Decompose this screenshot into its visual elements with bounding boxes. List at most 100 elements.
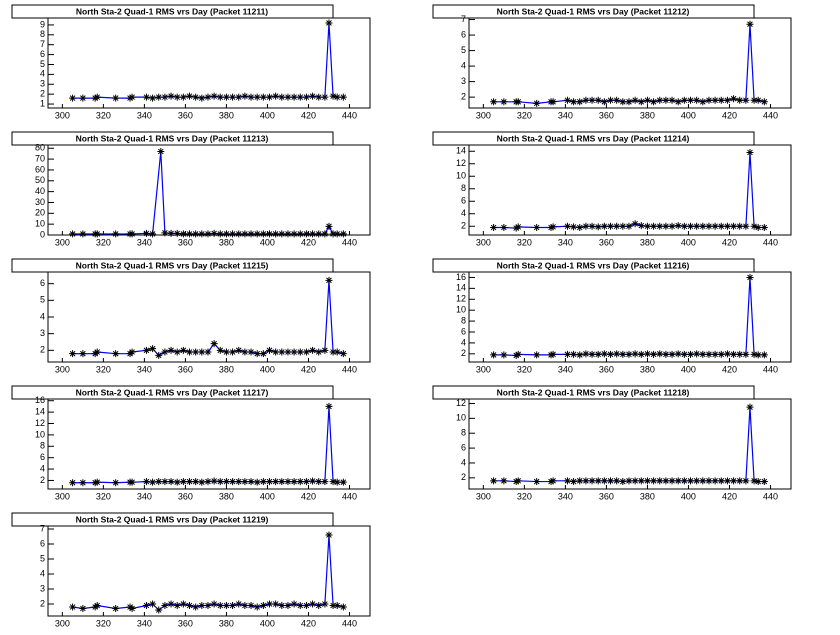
data-marker xyxy=(650,222,658,230)
panel: North Sta-2 Quad-1 RMS vrs Day (Packet 1… xyxy=(432,4,792,120)
panel: North Sta-2 Quad-1 RMS vrs Day (Packet 1… xyxy=(11,385,371,501)
y-tick-label: 5 xyxy=(40,59,45,69)
data-marker xyxy=(93,602,101,609)
data-marker xyxy=(167,478,175,486)
y-tick-label: 8 xyxy=(40,441,45,451)
data-marker xyxy=(302,478,310,486)
data-marker xyxy=(315,478,323,486)
x-tick-label: 360 xyxy=(599,491,614,501)
x-tick-label: 300 xyxy=(476,364,491,374)
data-marker xyxy=(563,222,571,230)
data-marker xyxy=(272,348,280,356)
data-marker xyxy=(241,348,249,356)
y-tick-label: 2 xyxy=(40,598,45,608)
data-marker xyxy=(315,93,323,101)
data-marker xyxy=(656,96,664,104)
x-tick-label: 380 xyxy=(219,364,234,374)
x-tick-label: 300 xyxy=(55,491,70,501)
data-marker xyxy=(613,96,621,104)
data-marker xyxy=(533,351,541,359)
data-marker xyxy=(570,350,578,358)
y-tick-label: 12 xyxy=(456,158,466,168)
x-tick-label: 300 xyxy=(476,237,491,247)
data-marker xyxy=(643,477,651,485)
data-marker xyxy=(198,348,206,356)
data-marker xyxy=(533,478,541,486)
data-marker xyxy=(173,478,181,486)
data-marker xyxy=(253,478,261,486)
x-tick-label: 440 xyxy=(763,364,778,374)
data-marker xyxy=(687,477,695,485)
data-marker xyxy=(750,477,758,485)
data-marker xyxy=(600,222,608,230)
data-marker xyxy=(333,93,341,101)
panel-title: North Sta-2 Quad-1 RMS vrs Day (Packet 1… xyxy=(76,6,268,16)
x-tick-label: 360 xyxy=(178,110,193,120)
data-marker xyxy=(668,477,676,485)
data-marker xyxy=(563,477,571,485)
x-tick-label: 360 xyxy=(599,110,614,120)
data-marker xyxy=(680,477,688,485)
data-marker xyxy=(210,477,218,485)
data-marker xyxy=(549,350,557,358)
data-marker xyxy=(222,348,230,356)
data-marker xyxy=(235,93,243,101)
data-marker xyxy=(711,222,719,230)
data-marker xyxy=(192,230,200,238)
panel: North Sta-2 Quad-1 RMS vrs Day (Packet 1… xyxy=(432,258,792,374)
data-marker xyxy=(754,351,762,359)
data-marker xyxy=(333,230,341,238)
data-marker xyxy=(229,230,237,238)
y-tick-label: 40 xyxy=(35,186,45,196)
data-marker xyxy=(746,20,754,28)
data-marker xyxy=(210,229,218,237)
data-marker xyxy=(588,222,596,230)
x-tick-label: 360 xyxy=(599,237,614,247)
x-tick-label: 340 xyxy=(558,237,573,247)
data-marker xyxy=(216,230,224,238)
data-marker xyxy=(296,602,304,609)
data-marker xyxy=(650,98,658,106)
data-marker xyxy=(179,346,187,354)
x-tick-label: 340 xyxy=(558,491,573,501)
x-tick-label: 380 xyxy=(219,110,234,120)
data-marker xyxy=(241,602,249,609)
data-marker xyxy=(746,149,754,156)
data-marker xyxy=(296,93,304,101)
data-marker xyxy=(253,93,261,101)
data-marker xyxy=(717,477,725,485)
data-marker xyxy=(717,350,725,358)
x-tick-label: 340 xyxy=(137,237,152,247)
title-box xyxy=(11,4,334,19)
data-marker xyxy=(253,230,261,238)
data-marker xyxy=(241,230,249,238)
y-tick-label: 4 xyxy=(461,60,466,70)
data-marker xyxy=(730,477,738,485)
data-marker xyxy=(736,350,744,358)
y-tick-label: 6 xyxy=(461,29,466,39)
data-marker xyxy=(754,478,762,486)
y-tick-label: 0 xyxy=(40,229,45,239)
data-marker xyxy=(742,222,750,230)
y-tick-label: 14 xyxy=(35,406,45,416)
data-marker xyxy=(339,350,347,358)
data-marker xyxy=(325,276,333,284)
data-marker xyxy=(309,477,317,485)
data-marker xyxy=(625,222,633,230)
data-marker xyxy=(760,224,768,231)
data-marker xyxy=(750,350,758,358)
x-tick-label: 400 xyxy=(681,491,696,501)
x-tick-label: 440 xyxy=(763,110,778,120)
data-marker xyxy=(198,94,206,102)
y-tick-label: 8 xyxy=(461,428,466,438)
data-marker xyxy=(161,229,169,237)
panel-title: North Sta-2 Quad-1 RMS vrs Day (Packet 1… xyxy=(76,260,269,270)
x-tick-label: 340 xyxy=(137,364,152,374)
data-marker xyxy=(229,93,237,101)
data-marker xyxy=(161,602,169,609)
title-box xyxy=(11,258,334,273)
data-marker xyxy=(192,348,200,356)
title-box xyxy=(432,4,755,19)
data-marker xyxy=(500,477,508,485)
x-tick-label: 340 xyxy=(137,110,152,120)
